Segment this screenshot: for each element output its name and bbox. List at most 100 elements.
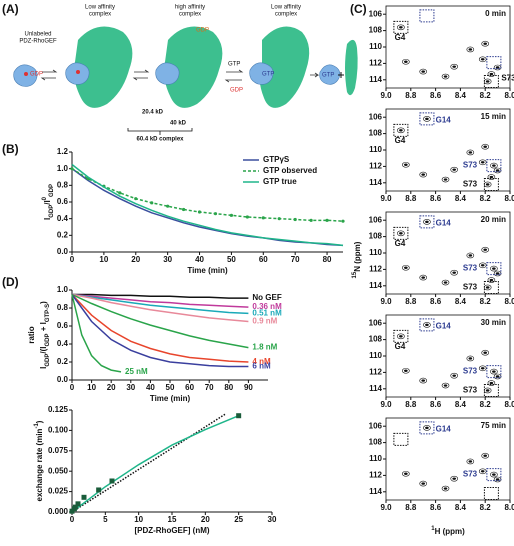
x-tick-label: 8.8 xyxy=(405,400,417,409)
label-part: 15 xyxy=(352,271,358,278)
peak-contour xyxy=(468,151,473,154)
y-tick-label: 108 xyxy=(369,26,383,35)
mass-label: 40 kD xyxy=(170,121,187,127)
x-tick-label: 9.0 xyxy=(380,194,392,203)
series-label: 25 nM xyxy=(125,367,148,376)
peak-contour xyxy=(443,281,448,284)
nucleotide xyxy=(24,72,28,76)
gtp-label: GTP xyxy=(228,62,240,68)
label-part: GDP xyxy=(45,354,51,367)
peak-box xyxy=(483,177,499,191)
peak xyxy=(481,246,490,253)
y-tick-label: 0.075 xyxy=(48,446,69,455)
x-tick-label: 8.0 xyxy=(504,503,514,512)
complex-label: Low affinity xyxy=(271,5,301,11)
y-tick-label: 0.000 xyxy=(48,507,69,516)
x-tick-label: 8.8 xyxy=(405,194,417,203)
y-tick-label: 110 xyxy=(369,145,382,154)
peak-contour xyxy=(483,351,488,354)
peak xyxy=(450,372,459,379)
peak-contour xyxy=(443,75,448,78)
x-tick-label: 60 xyxy=(185,383,194,392)
x-tick-label: 8.6 xyxy=(430,194,442,203)
series-line xyxy=(71,413,226,513)
peak xyxy=(397,24,405,31)
peak-box xyxy=(483,280,499,294)
panel-label: (C) xyxy=(350,2,367,16)
x-tick-label: 9.0 xyxy=(380,400,392,409)
x-axis-label: Time (min) xyxy=(150,394,191,403)
peak xyxy=(419,274,428,281)
label-part: ) xyxy=(35,420,44,423)
peak xyxy=(402,367,410,374)
peak-contour xyxy=(404,266,408,269)
peak-contour xyxy=(492,164,496,167)
label-part: /I xyxy=(43,200,52,204)
peak-contour xyxy=(485,80,490,83)
data-point xyxy=(96,487,102,493)
peak-annotation: S73 xyxy=(501,73,514,82)
y-tick-label: 112 xyxy=(369,59,382,68)
peak xyxy=(466,355,475,362)
gdp-label: GDP xyxy=(30,72,43,78)
label-part: GDP xyxy=(45,333,51,346)
gef-shape xyxy=(259,26,310,108)
label-part: GTP-S xyxy=(45,304,51,322)
peak-annotation: S73 xyxy=(463,386,478,395)
mass-label: 60.4 kD complex xyxy=(136,137,184,143)
x-tick-label: 40 xyxy=(146,383,155,392)
panel-label: (A) xyxy=(2,2,19,16)
gef-shape xyxy=(345,39,358,96)
x-tick-label: 30 xyxy=(268,515,277,524)
g-protein xyxy=(319,64,341,85)
y-tick-label: 0.0 xyxy=(57,247,69,256)
y-tick-label: 0.100 xyxy=(48,426,69,435)
series-line xyxy=(71,168,344,222)
peak-box xyxy=(486,365,502,379)
x-tick-label: 5 xyxy=(103,515,108,524)
y-tick-label: 110 xyxy=(369,248,382,257)
peak-contour xyxy=(480,367,485,370)
peak-contour xyxy=(399,129,403,132)
data-point xyxy=(261,216,265,220)
x-tick-label: 10 xyxy=(134,515,143,524)
peak xyxy=(466,252,475,259)
peak-box xyxy=(393,329,409,343)
spectrum-title: 30 min xyxy=(481,318,506,327)
panel-label: (D) xyxy=(2,275,19,289)
nucleotide xyxy=(76,70,80,74)
x-tick-label: 8.0 xyxy=(504,297,514,306)
label-part: GDP xyxy=(49,184,55,197)
peak xyxy=(419,68,428,75)
peak-contour xyxy=(421,70,426,73)
peak-box xyxy=(419,215,435,229)
x-tick-label: 25 xyxy=(234,515,243,524)
peak-contour xyxy=(399,232,403,235)
legend-label: GTP observed xyxy=(263,166,317,175)
peak-box xyxy=(486,56,502,70)
peak xyxy=(478,56,487,63)
peak-contour xyxy=(452,168,457,171)
plus xyxy=(338,72,344,78)
peak-contour xyxy=(404,60,408,63)
label-part: H (ppm) xyxy=(435,527,466,536)
peak-contour xyxy=(480,58,485,61)
axis-label: IGDP/(IGDP + IGTP-S) xyxy=(39,301,50,369)
peak xyxy=(423,322,431,328)
peak-contour xyxy=(399,335,403,338)
data-point xyxy=(293,217,297,222)
y-tick-label: 106 xyxy=(369,112,383,121)
bracket xyxy=(127,128,193,135)
y-tick-label: 114 xyxy=(369,75,382,84)
series-line xyxy=(71,293,249,315)
series-label: 6 nM xyxy=(252,362,271,371)
label-part: + I xyxy=(39,322,48,333)
peak-contour xyxy=(468,357,473,360)
equilibrium-arrow xyxy=(40,69,58,81)
peak-contour xyxy=(492,370,496,373)
peak-annotation: G14 xyxy=(436,116,452,125)
peak xyxy=(487,277,496,283)
peak-contour xyxy=(425,323,429,327)
series-label: 4 nM xyxy=(252,357,271,366)
